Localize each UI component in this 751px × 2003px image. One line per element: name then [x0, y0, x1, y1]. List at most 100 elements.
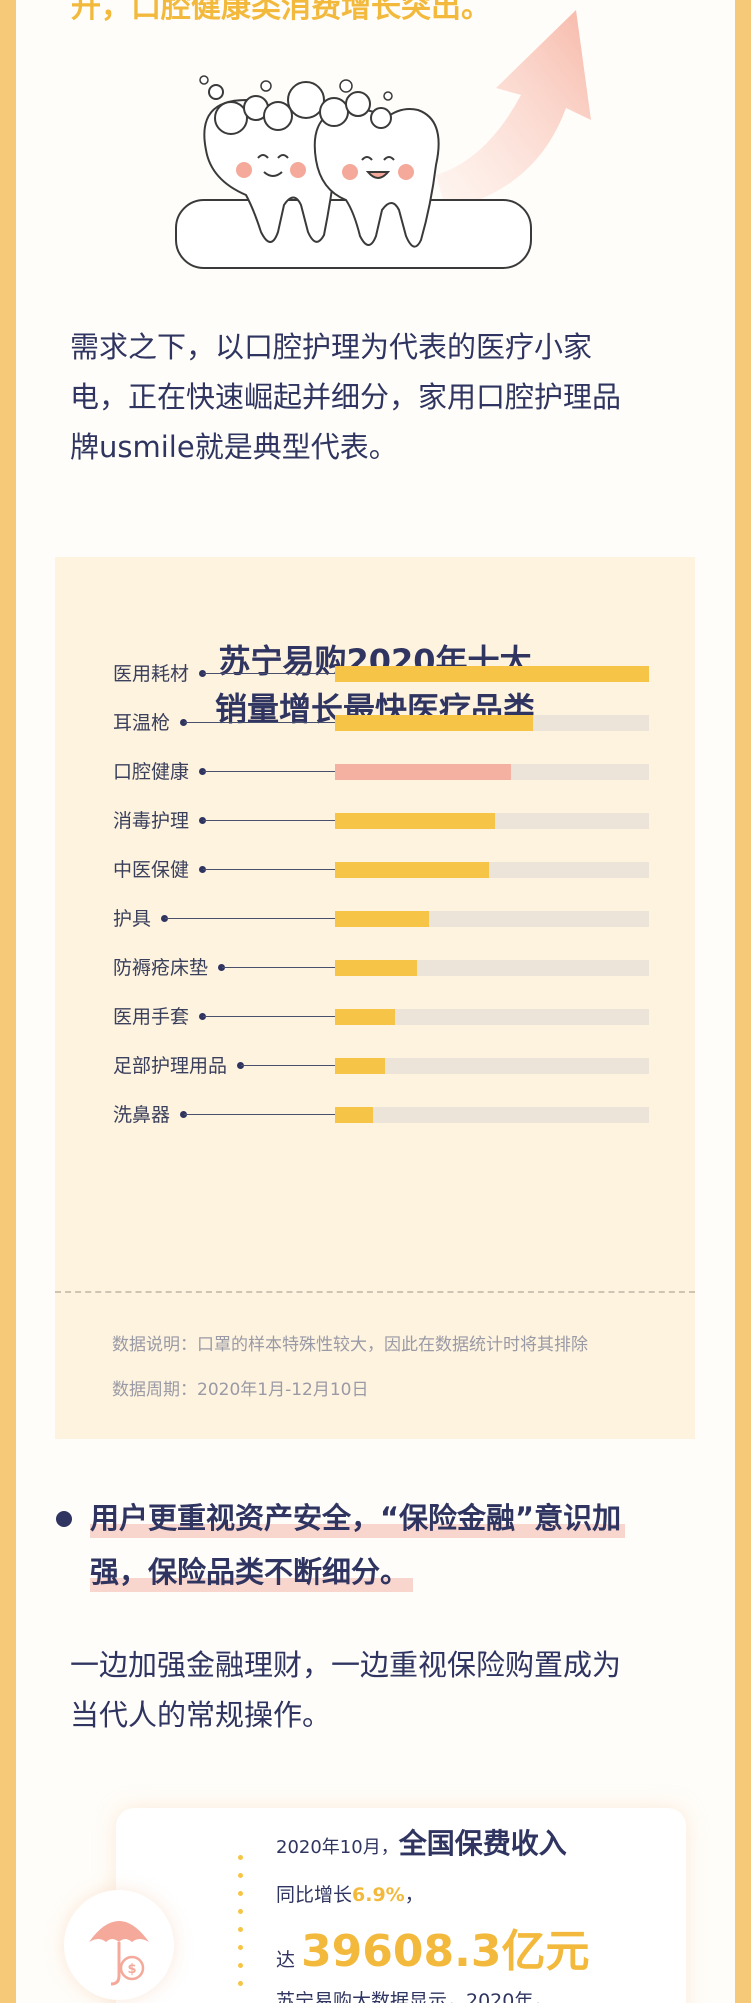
leader-dot [180, 1111, 187, 1118]
growth-prefix: 同比增长 [276, 1884, 353, 1906]
umbrella-badge: $ [64, 1890, 174, 2000]
bar [335, 666, 649, 682]
dot-decoration [238, 1981, 243, 1986]
bar-track [335, 1058, 649, 1074]
teeth-illustration [175, 10, 591, 269]
paragraph-insurance: 一边加强金融理财，一边重视保险购置成为 当代人的常规操作。 [70, 1640, 690, 1740]
leader-dot [218, 964, 225, 971]
leader-line [184, 722, 335, 723]
leader-dot [237, 1062, 244, 1069]
amount-value: 39608.3亿元 [301, 1926, 590, 1977]
bar-label: 口腔健康 [113, 761, 190, 783]
bar-row: 消毒护理 [55, 809, 695, 858]
leader-dot [199, 1013, 206, 1020]
bar [335, 960, 417, 976]
leader-line [203, 820, 335, 821]
paragraph-line: 当代人的常规操作。 [70, 1698, 332, 1732]
bar-track [335, 764, 649, 780]
bar-track [335, 862, 649, 878]
bar-row: 足部护理用品 [55, 1054, 695, 1103]
sales-growth-chart: 苏宁易购2020年十大 销量增长最快医疗品类 医用耗材 耳温枪 口腔健康 消毒护理 中医… [55, 557, 695, 1439]
top-heading: 升，口腔健康类消费增长突出。 [71, 0, 491, 25]
paragraph-line: 一边加强金融理财，一边重视保险购置成为 [70, 1648, 622, 1682]
dot-decoration [238, 1945, 243, 1950]
bar-label: 中医保健 [113, 859, 190, 881]
bar-label: 洗鼻器 [113, 1104, 171, 1126]
bar-label: 防褥疮床垫 [113, 957, 209, 979]
leader-line [203, 1016, 335, 1017]
svg-text:$: $ [127, 1962, 136, 1977]
bar-label: 护具 [113, 908, 152, 930]
paragraph-line: 电，正在快速崛起并细分，家用口腔护理品 [70, 380, 622, 414]
bar-label: 足部护理用品 [113, 1055, 228, 1077]
heading-line: 强，保险品类不断细分。 [90, 1552, 414, 1592]
leader-dot [199, 768, 206, 775]
leader-line [241, 1065, 335, 1066]
dashed-divider [55, 1291, 695, 1293]
dot-decoration [238, 1855, 243, 1860]
dot-decoration [238, 1873, 243, 1878]
reach-prefix: 达 [276, 1949, 296, 1971]
leader-line [203, 869, 335, 870]
dot-decoration [238, 1909, 243, 1914]
stat-title: 全国保费收入 [398, 1827, 567, 1860]
bar-track [335, 1009, 649, 1025]
bar-track [335, 715, 649, 731]
leader-dot [199, 670, 206, 677]
heading-line: 用户更重视资产安全，“保险金融”意识加 [90, 1498, 626, 1538]
stat-growth: 同比增长6.9%， [276, 1880, 424, 1907]
bar [335, 911, 429, 927]
leader-dot [199, 817, 206, 824]
leader-dot [199, 866, 206, 873]
bullet-icon [56, 1511, 72, 1527]
bar-row: 洗鼻器 [55, 1103, 695, 1152]
bar-row: 口腔健康 [55, 760, 695, 809]
bar-track [335, 960, 649, 976]
umbrella-coin-icon: $ [89, 1921, 149, 1986]
bar-track [335, 911, 649, 927]
stat-date: 2020年10月， [276, 1837, 399, 1858]
bar-label: 医用耗材 [113, 663, 190, 685]
bar [335, 1107, 373, 1123]
bar-label: 消毒护理 [113, 810, 190, 832]
leader-line [203, 771, 335, 772]
growth-suffix: ， [404, 1884, 424, 1906]
paragraph-line: 需求之下，以口腔护理为代表的医疗小家 [70, 330, 593, 364]
bar-row: 中医保健 [55, 858, 695, 907]
data-period: 数据周期：2020年1月-12月10日 [112, 1380, 369, 1400]
leader-line [222, 967, 335, 968]
bar-row: 医用耗材 [55, 662, 695, 711]
bar [335, 1009, 395, 1025]
bar-row: 防褥疮床垫 [55, 956, 695, 1005]
stat-bottom-line: 苏宁易购大数据显示，2020年， [276, 1990, 553, 2003]
bar-track [335, 666, 649, 682]
bar-track [335, 1107, 649, 1123]
leader-dot [161, 915, 168, 922]
premium-stat-card [116, 1808, 686, 2003]
bar [335, 764, 511, 780]
bar-row: 护具 [55, 907, 695, 956]
leader-dot [180, 719, 187, 726]
bar [335, 862, 489, 878]
bar [335, 715, 533, 731]
bar-row: 耳温枪 [55, 711, 695, 760]
bar-row: 医用手套 [55, 1005, 695, 1054]
dot-decoration [238, 1891, 243, 1896]
leader-line [165, 918, 335, 919]
paragraph-line: 牌usmile就是典型代表。 [70, 430, 398, 464]
dot-decoration [238, 1927, 243, 1932]
bar-track [335, 813, 649, 829]
article-page: 升，口腔健康类消费增长突出。 [16, 0, 735, 2003]
stat-headline: 2020年10月，全国保费收入 [276, 1822, 567, 1862]
paragraph-oral-care: 需求之下，以口腔护理为代表的医疗小家 电，正在快速崛起并细分，家用口腔护理品 牌… [70, 322, 690, 472]
leader-line [203, 673, 335, 674]
bar-label: 耳温枪 [113, 712, 171, 734]
stat-amount: 达 39608.3亿元 [276, 1915, 589, 1979]
bar [335, 1058, 385, 1074]
bar-label: 医用手套 [113, 1006, 190, 1028]
dot-decoration [238, 1963, 243, 1968]
bar [335, 813, 495, 829]
growth-value: 6.9% [352, 1884, 405, 1906]
leader-line [184, 1114, 335, 1115]
data-note: 数据说明：口罩的样本特殊性较大，因此在数据统计时将其排除 [112, 1335, 588, 1355]
